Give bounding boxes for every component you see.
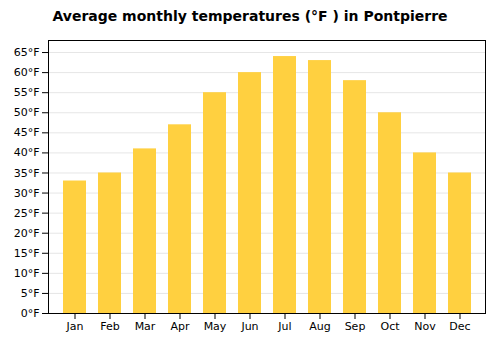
svg-text:45°F: 45°F [14,126,40,139]
svg-text:Mar: Mar [135,320,156,333]
svg-text:60°F: 60°F [14,66,40,79]
svg-text:25°F: 25°F [14,207,40,220]
svg-text:50°F: 50°F [14,106,40,119]
svg-text:Aug: Aug [309,320,330,333]
svg-text:Jan: Jan [66,320,84,333]
svg-text:10°F: 10°F [14,267,40,280]
svg-text:20°F: 20°F [14,227,40,240]
svg-text:Jun: Jun [240,320,258,333]
svg-text:0°F: 0°F [21,307,40,320]
svg-text:40°F: 40°F [14,146,40,159]
svg-text:Feb: Feb [100,320,119,333]
svg-text:Nov: Nov [414,320,436,333]
svg-text:Dec: Dec [449,320,470,333]
svg-text:Oct: Oct [380,320,400,333]
svg-text:Apr: Apr [170,320,190,333]
html-text:Average monthly temperatures (: Average monthly temperatures (°F ) in Po… [52,8,448,24]
svg-text:55°F: 55°F [14,86,40,99]
svg-text:65°F: 65°F [14,46,40,59]
svg-text:15°F: 15°F [14,247,40,260]
svg-text:Jul: Jul [277,320,291,333]
svg-text:35°F: 35°F [14,167,40,180]
svg-text:30°F: 30°F [14,187,40,200]
svg-text:Sep: Sep [345,320,366,333]
svg-text:May: May [204,320,227,333]
svg-text:5°F: 5°F [21,287,40,300]
